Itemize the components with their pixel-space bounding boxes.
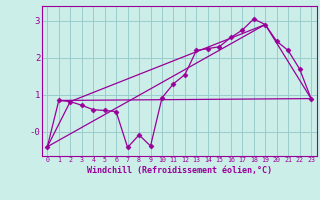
X-axis label: Windchill (Refroidissement éolien,°C): Windchill (Refroidissement éolien,°C): [87, 166, 272, 175]
